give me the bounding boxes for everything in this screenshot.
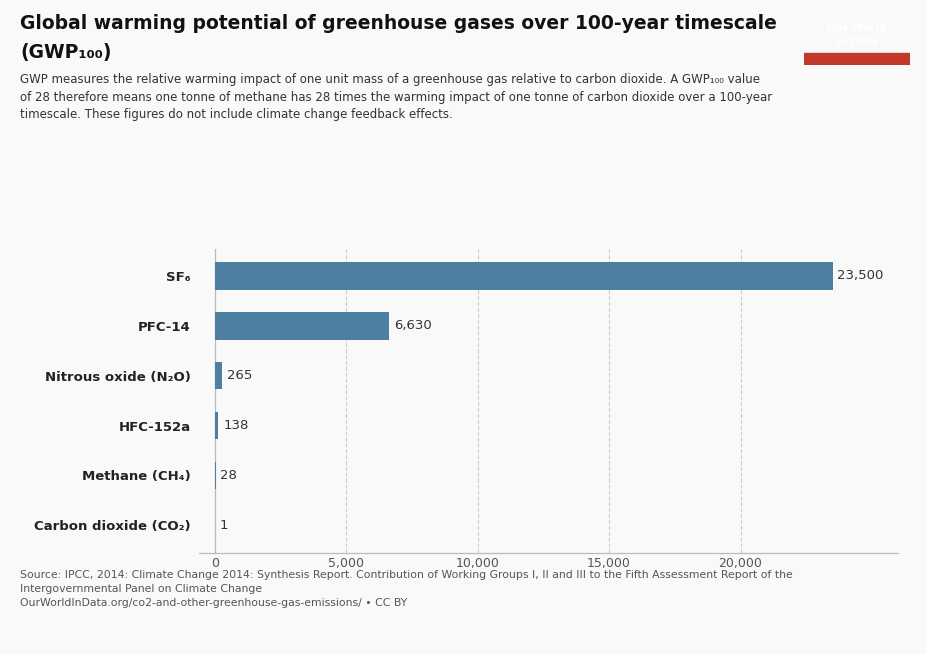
Bar xyxy=(215,362,222,389)
Text: 23,500: 23,500 xyxy=(837,269,883,283)
Text: in Data: in Data xyxy=(836,37,878,47)
Bar xyxy=(804,53,910,65)
Text: 138: 138 xyxy=(223,419,248,432)
Text: Source: IPCC, 2014: Climate Change 2014: Synthesis Report. Contribution of Worki: Source: IPCC, 2014: Climate Change 2014:… xyxy=(20,570,794,608)
Text: Our World: Our World xyxy=(827,23,887,33)
Bar xyxy=(215,262,832,290)
Text: 6,630: 6,630 xyxy=(394,319,432,332)
Text: (GWP₁₀₀): (GWP₁₀₀) xyxy=(20,43,112,62)
Text: 1: 1 xyxy=(219,519,228,532)
Text: Global warming potential of greenhouse gases over 100-year timescale: Global warming potential of greenhouse g… xyxy=(20,14,777,33)
Text: 265: 265 xyxy=(227,369,252,382)
Text: 28: 28 xyxy=(220,469,237,482)
Bar xyxy=(215,312,389,339)
Bar xyxy=(215,412,219,439)
Text: GWP measures the relative warming impact of one unit mass of a greenhouse gas re: GWP measures the relative warming impact… xyxy=(20,73,772,121)
